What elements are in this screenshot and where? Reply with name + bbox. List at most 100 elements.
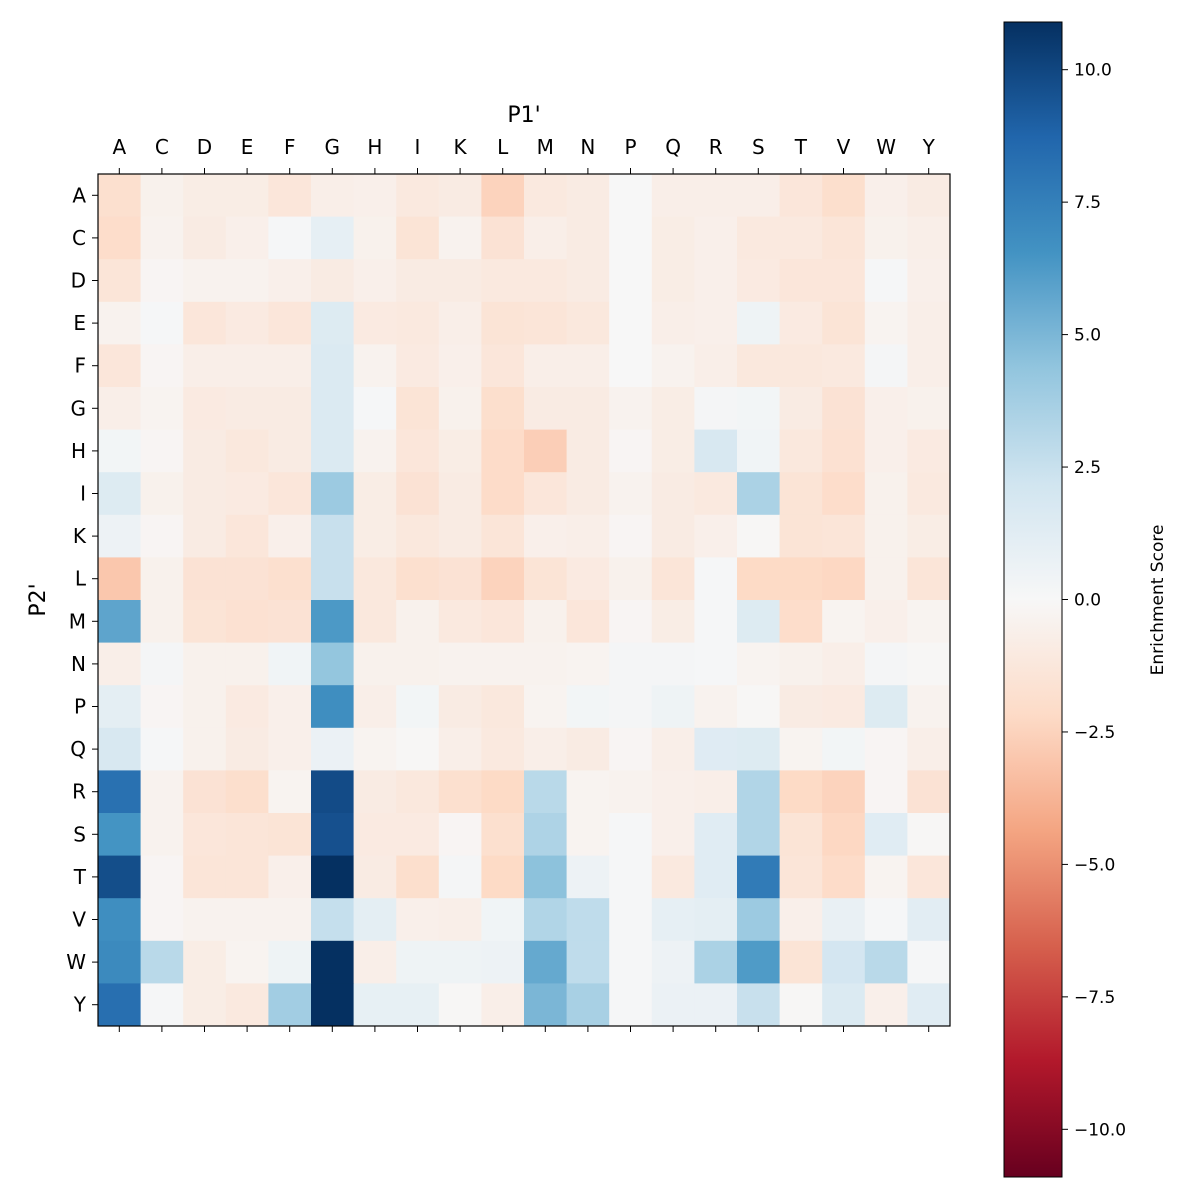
heatmap-cell-P-Y <box>907 685 951 729</box>
heatmap-cell-D-Q <box>651 259 695 303</box>
heatmap-cell-R-G <box>311 770 355 814</box>
heatmap-cell-M-D <box>183 600 227 644</box>
y-tick-label: I <box>80 482 86 506</box>
heatmap-cell-N-G <box>311 642 355 686</box>
heatmap-cell-P-C <box>140 685 184 729</box>
heatmap-cell-M-P <box>609 600 653 644</box>
heatmap-cell-W-V <box>822 940 866 984</box>
heatmap-cell-L-C <box>140 557 184 601</box>
heatmap-cell-F-P <box>609 344 653 388</box>
heatmap-cell-L-S <box>737 557 781 601</box>
y-tick-label: M <box>69 609 86 633</box>
heatmap-cell-K-M <box>524 514 568 558</box>
heatmap-cell-F-W <box>864 344 908 388</box>
heatmap-cell-F-L <box>481 344 525 388</box>
heatmap-cell-R-H <box>353 770 397 814</box>
heatmap-cell-R-Q <box>651 770 695 814</box>
heatmap-cell-L-M <box>524 557 568 601</box>
x-tick-label: L <box>497 135 509 159</box>
heatmap-cell-W-C <box>140 940 184 984</box>
y-tick-label: G <box>71 396 87 420</box>
y-tick-label: T <box>73 865 87 889</box>
heatmap-cell-F-G <box>311 344 355 388</box>
heatmap-cell-K-Y <box>907 514 951 558</box>
heatmap-cell-V-Q <box>651 898 695 942</box>
heatmap-cell-F-C <box>140 344 184 388</box>
heatmap-cell-E-P <box>609 301 653 345</box>
colorbar-label: Enrichment Score <box>1148 525 1168 676</box>
heatmap-cell-C-L <box>481 216 525 260</box>
x-tick-label: M <box>537 135 554 159</box>
heatmap-cell-K-K <box>438 514 482 558</box>
heatmap-cell-S-M <box>524 813 568 857</box>
heatmap-cell-E-V <box>822 301 866 345</box>
colorbar-tick-label: −2.5 <box>1074 723 1115 743</box>
heatmap-cell-K-I <box>396 514 440 558</box>
heatmap-cell-G-K <box>438 387 482 431</box>
x-tick-label: H <box>367 135 382 159</box>
heatmap-cell-S-V <box>822 813 866 857</box>
heatmap-cell-G-A <box>98 387 142 431</box>
heatmap-cell-A-W <box>864 174 908 218</box>
heatmap-cell-M-K <box>438 600 482 644</box>
heatmap-cell-C-M <box>524 216 568 260</box>
heatmap-cell-H-S <box>737 429 781 473</box>
heatmap-cell-Y-Y <box>907 983 951 1027</box>
heatmap-cell-E-N <box>566 301 610 345</box>
heatmap-cell-D-R <box>694 259 738 303</box>
heatmap-cell-F-E <box>225 344 269 388</box>
heatmap-cell-V-R <box>694 898 738 942</box>
y-tick-label: Q <box>70 737 86 761</box>
x-axis-title: P1' <box>507 103 540 128</box>
heatmap-cell-G-T <box>779 387 823 431</box>
heatmap-cell-R-D <box>183 770 227 814</box>
plot-frame <box>97 173 951 1027</box>
heatmap-cell-E-K <box>438 301 482 345</box>
heatmap-cell-R-A <box>98 770 142 814</box>
heatmap-cell-V-I <box>396 898 440 942</box>
heatmap-cell-H-E <box>225 429 269 473</box>
heatmap-cell-G-C <box>140 387 184 431</box>
heatmap-cell-H-I <box>396 429 440 473</box>
heatmap-cell-I-N <box>566 472 610 516</box>
heatmap-cell-V-A <box>98 898 142 942</box>
heatmap-cell-L-H <box>353 557 397 601</box>
heatmap-cell-Y-D <box>183 983 227 1027</box>
heatmap-cell-P-G <box>311 685 355 729</box>
heatmap-cell-M-F <box>268 600 312 644</box>
heatmap-cell-T-K <box>438 855 482 899</box>
heatmap-cell-T-G <box>311 855 355 899</box>
heatmap-cell-I-W <box>864 472 908 516</box>
heatmap-cell-C-A <box>98 216 142 260</box>
heatmap-cell-T-T <box>779 855 823 899</box>
heatmap-cell-P-H <box>353 685 397 729</box>
heatmap-cell-T-W <box>864 855 908 899</box>
heatmap-cell-M-C <box>140 600 184 644</box>
colorbar-tick-label: 0.0 <box>1074 591 1101 611</box>
heatmap-cell-W-P <box>609 940 653 984</box>
heatmap-cell-M-G <box>311 600 355 644</box>
heatmap-cell-L-I <box>396 557 440 601</box>
heatmap-cell-W-N <box>566 940 610 984</box>
x-tick-label: P <box>624 135 636 159</box>
heatmap-cell-L-Q <box>651 557 695 601</box>
heatmap-cell-D-M <box>524 259 568 303</box>
heatmap-cell-Y-A <box>98 983 142 1027</box>
heatmap-cell-G-Q <box>651 387 695 431</box>
heatmap-cell-L-N <box>566 557 610 601</box>
heatmap-cell-A-Q <box>651 174 695 218</box>
heatmap-cell-N-Q <box>651 642 695 686</box>
heatmap-cell-P-Q <box>651 685 695 729</box>
heatmap-cell-R-I <box>396 770 440 814</box>
x-tick-label: Y <box>922 135 936 159</box>
heatmap-cell-C-K <box>438 216 482 260</box>
heatmap-cell-R-R <box>694 770 738 814</box>
heatmap-cell-G-F <box>268 387 312 431</box>
heatmap-cell-Q-R <box>694 727 738 771</box>
heatmap-cell-E-E <box>225 301 269 345</box>
heatmap-cell-H-V <box>822 429 866 473</box>
heatmap-cell-Y-W <box>864 983 908 1027</box>
heatmap-cell-P-I <box>396 685 440 729</box>
heatmap-cell-F-V <box>822 344 866 388</box>
x-tick-label: V <box>837 135 851 159</box>
